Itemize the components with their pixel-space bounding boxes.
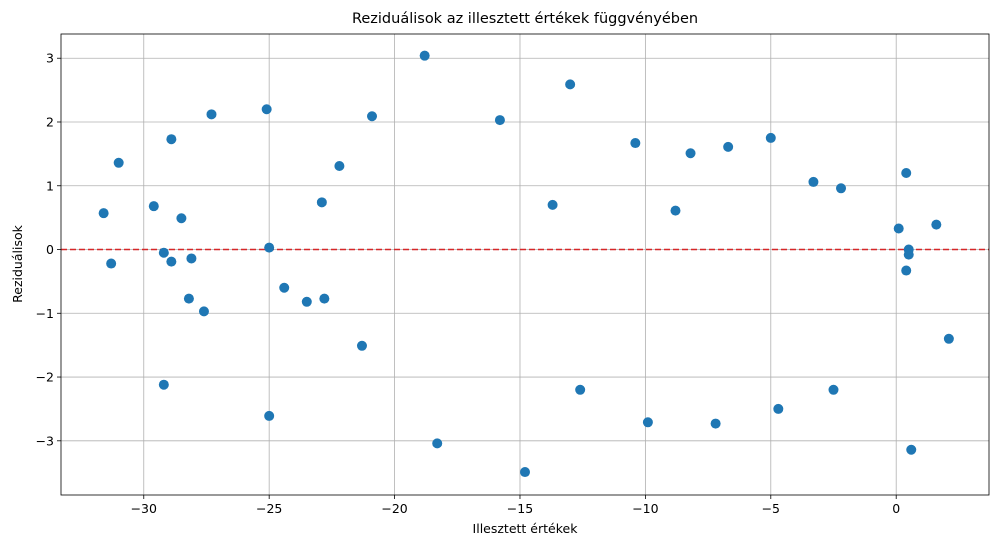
scatter-point — [765, 132, 776, 143]
scatter-point — [943, 333, 954, 344]
plot-frame — [60, 33, 990, 496]
scatter-point — [565, 79, 576, 90]
chart-title: Reziduálisok az illesztett értékek függv… — [352, 11, 698, 27]
scatter-point — [836, 183, 847, 194]
scatter-point — [198, 306, 209, 317]
scatter-point — [710, 418, 721, 429]
grid — [61, 34, 989, 495]
scatter-point — [264, 242, 275, 253]
scatter-point — [264, 410, 275, 421]
scatter-point — [206, 109, 217, 120]
x-tick-label: −20 — [381, 501, 407, 516]
scatter-point — [931, 219, 942, 230]
scatter-point — [903, 249, 914, 260]
y-axis-ticks: −3 −2 −1 0 1 2 3 — [36, 51, 61, 448]
scatter-point — [166, 134, 177, 145]
y-tick-label: −2 — [36, 370, 54, 385]
scatter-point — [723, 141, 734, 152]
scatter-point — [186, 253, 197, 264]
scatter-point — [367, 111, 378, 122]
scatter-point — [261, 104, 272, 115]
x-axis-label: Illesztett értékek — [473, 521, 579, 536]
y-tick-label: −3 — [36, 433, 54, 448]
scatter-point — [176, 213, 187, 224]
scatter-point — [630, 138, 641, 149]
scatter-point — [356, 340, 367, 351]
scatter-point — [494, 115, 505, 126]
scatter-point — [893, 223, 904, 234]
scatter-point — [901, 265, 912, 276]
scatter-point — [520, 467, 530, 478]
y-axis-label: Reziduálisok — [10, 224, 25, 302]
scatter-point — [547, 199, 558, 210]
scatter-point — [432, 438, 443, 449]
y-tick-label: 3 — [46, 51, 54, 66]
x-axis-ticks: −30 −25 −20 −15 −10 −5 0 — [131, 495, 900, 516]
scatter-point — [158, 379, 169, 390]
scatter-point — [319, 293, 330, 304]
scatter-point — [316, 197, 327, 208]
scatter-point — [113, 157, 124, 168]
scatter-point — [808, 176, 819, 187]
scatter-point — [685, 148, 696, 159]
scatter-point — [906, 444, 917, 455]
y-tick-label: 1 — [46, 178, 54, 193]
scatter-point — [419, 50, 430, 61]
x-tick-label: 0 — [892, 501, 900, 516]
y-tick-label: 2 — [46, 114, 54, 129]
x-tick-label: −30 — [131, 501, 157, 516]
x-tick-label: −25 — [256, 501, 282, 516]
scatter-point — [98, 208, 109, 219]
x-tick-label: −10 — [632, 501, 658, 516]
scatter-point — [901, 168, 912, 179]
scatter-point — [642, 417, 653, 428]
scatter-point — [828, 384, 839, 395]
scatter-point — [279, 282, 290, 293]
scatter-point — [334, 160, 345, 171]
scatter-point — [158, 247, 169, 258]
x-tick-label: −15 — [507, 501, 533, 516]
scatter-point — [670, 205, 681, 216]
scatter-point — [106, 258, 117, 269]
y-tick-label: −1 — [36, 306, 54, 321]
scatter-point — [773, 403, 784, 414]
scatter-point — [166, 256, 177, 267]
scatter-point — [575, 384, 586, 395]
data-points — [98, 50, 954, 478]
scatter-point — [301, 296, 312, 307]
y-tick-label: 0 — [46, 242, 54, 257]
scatter-point — [148, 201, 159, 212]
x-tick-label: −5 — [762, 501, 780, 516]
scatter-point — [183, 293, 194, 304]
